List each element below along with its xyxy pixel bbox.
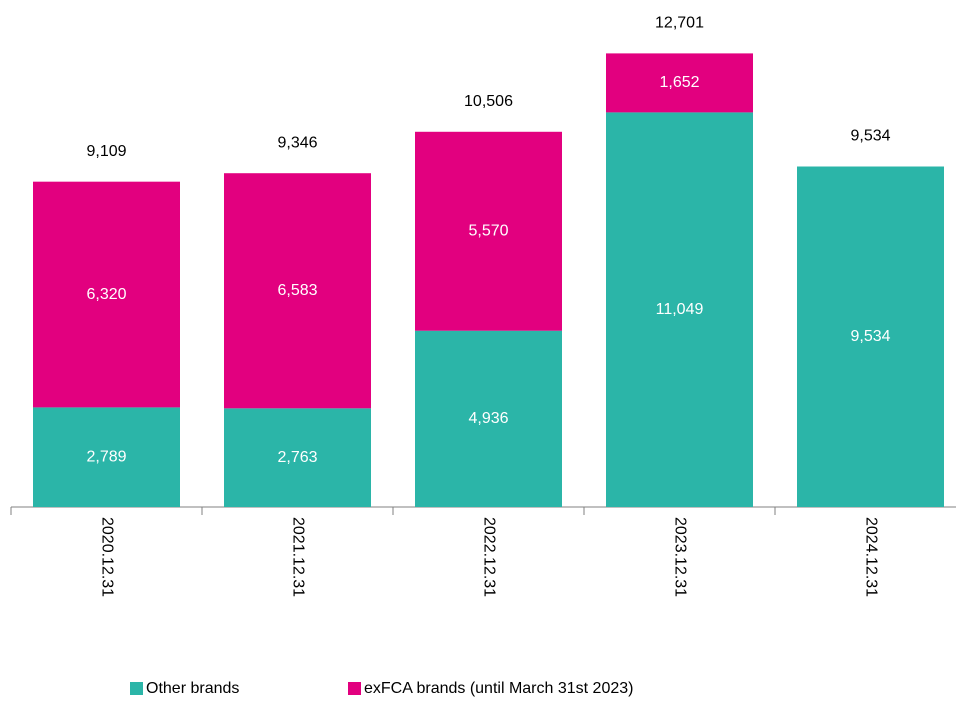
- bar-segment: [606, 112, 753, 508]
- x-tick-label: 2021.12.31: [289, 517, 306, 597]
- total-label: 9,346: [277, 134, 317, 151]
- legend-swatch: [130, 682, 143, 695]
- bar-segment: [797, 166, 944, 507]
- value-label: 5,570: [468, 222, 508, 239]
- value-label: 9,534: [850, 328, 890, 345]
- bar-segment: [224, 408, 371, 507]
- legend-label: Other brands: [146, 680, 239, 697]
- total-label: 12,701: [655, 15, 704, 32]
- value-label: 2,789: [86, 448, 126, 465]
- bar-segment: [33, 181, 180, 408]
- value-label: 6,320: [86, 286, 126, 303]
- value-label: 6,583: [277, 282, 317, 299]
- bar-segment: [33, 407, 180, 507]
- x-tick-label: 2022.12.31: [480, 517, 497, 597]
- value-label: 4,936: [468, 410, 508, 427]
- value-label: 1,652: [659, 74, 699, 91]
- value-label: 11,049: [656, 301, 704, 318]
- bar-segment: [224, 173, 371, 409]
- total-label: 9,109: [86, 143, 126, 160]
- x-tick-label: 2024.12.31: [862, 517, 879, 597]
- total-label: 9,534: [850, 128, 890, 145]
- total-label: 10,506: [464, 93, 513, 110]
- legend-label: exFCA brands (until March 31st 2023): [364, 680, 633, 697]
- bar-segment: [415, 131, 562, 331]
- bar-segment: [415, 330, 562, 507]
- bar-segment: [606, 53, 753, 113]
- x-tick-label: 2023.12.31: [671, 517, 688, 597]
- x-tick-label: 2020.12.31: [98, 517, 115, 597]
- value-label: 2,763: [277, 449, 317, 466]
- legend-swatch: [348, 682, 361, 695]
